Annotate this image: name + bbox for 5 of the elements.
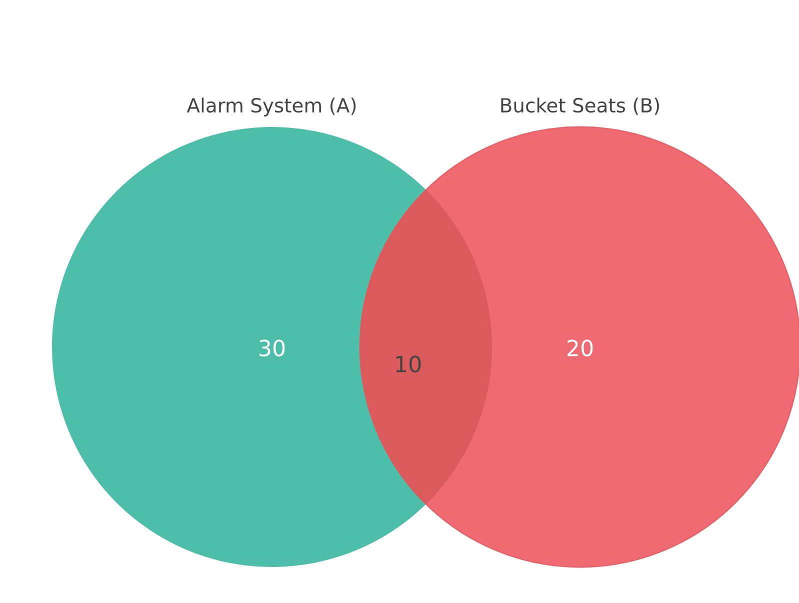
category-label: Alarm System (A) bbox=[186, 98, 356, 116]
category-label: Bucket Seats (B) bbox=[501, 98, 659, 115]
data-label: 30 bbox=[260, 340, 285, 356]
data-label: 10 bbox=[396, 356, 421, 372]
data-label: 20 bbox=[567, 340, 593, 356]
